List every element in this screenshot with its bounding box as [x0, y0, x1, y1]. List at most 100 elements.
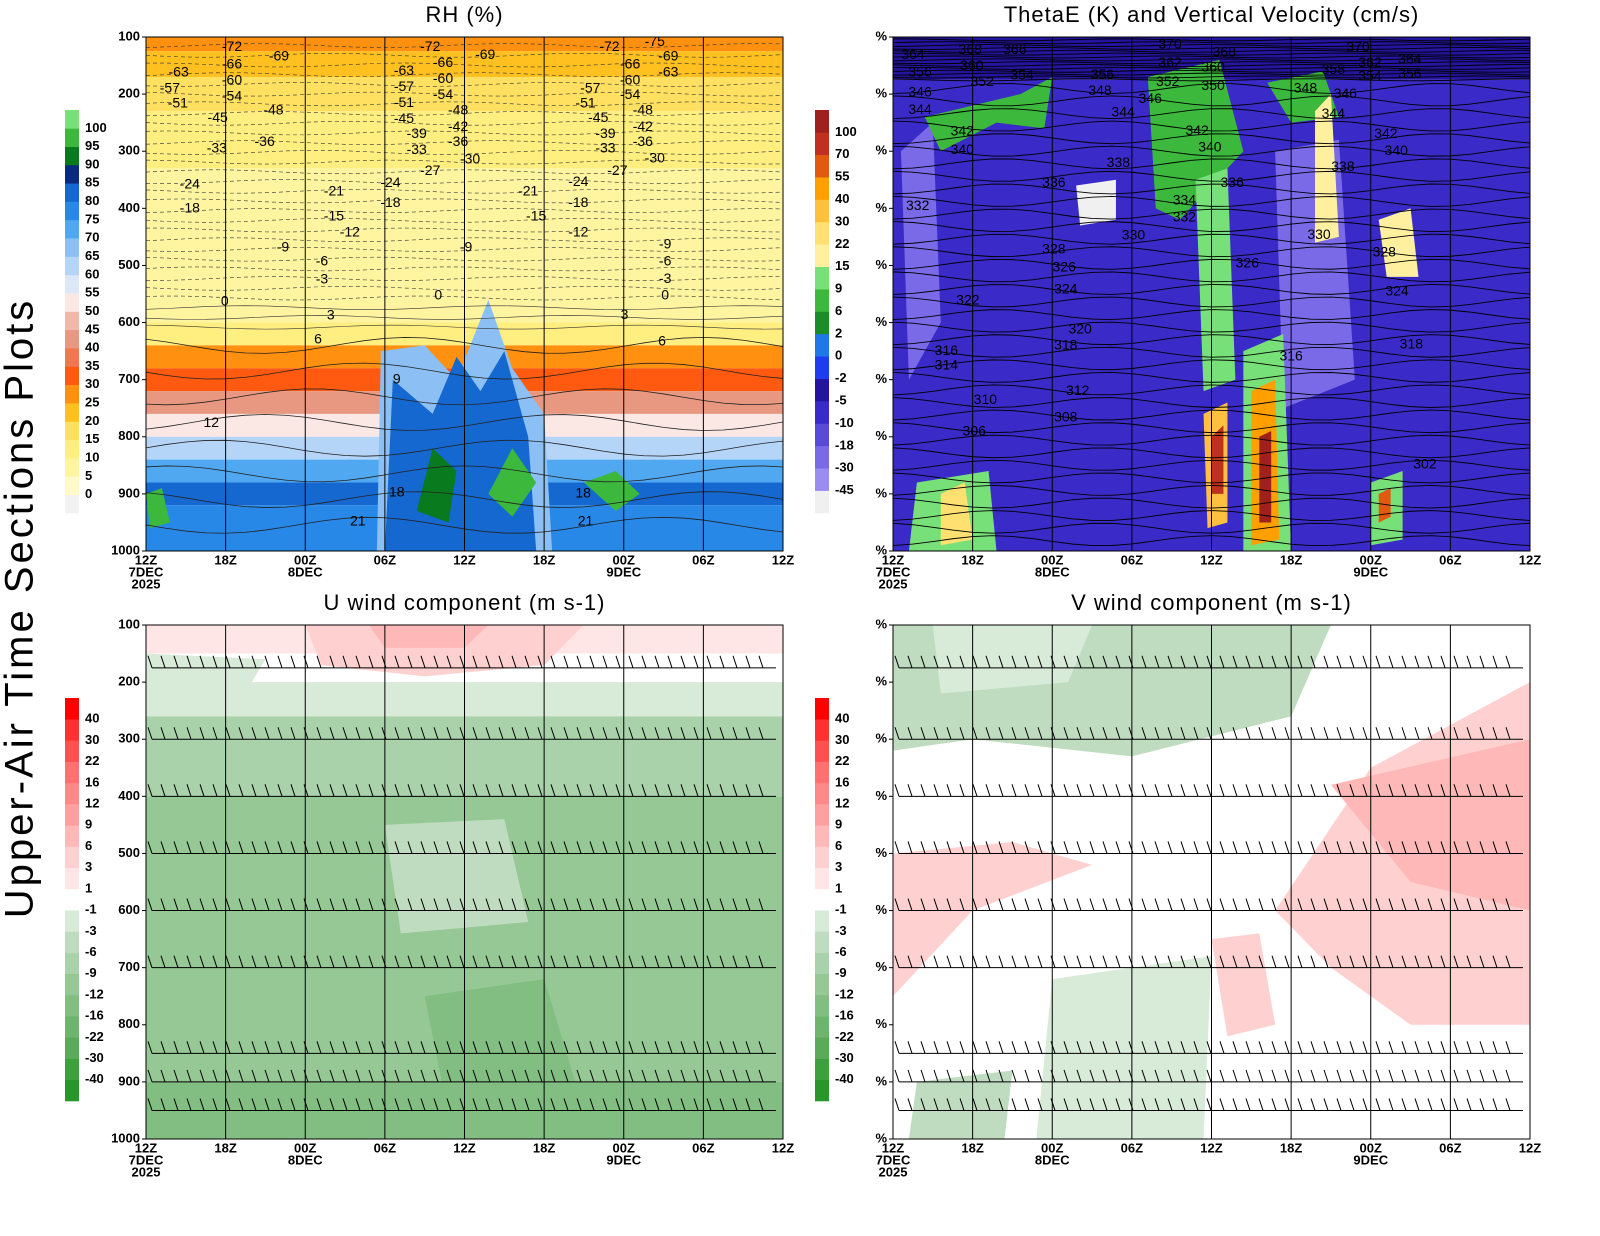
x-tick-label: 12Z [772, 552, 794, 567]
contour-label: -30 [460, 150, 480, 166]
contour-label: 350 [1201, 77, 1225, 93]
colorbar-box [65, 1079, 79, 1102]
contour-label: 354 [1010, 67, 1034, 83]
colorbar-label: 80 [85, 193, 99, 208]
y-tick-label: 400 [118, 788, 140, 803]
contour-label: 310 [974, 391, 998, 407]
y-tick-label: % [875, 1016, 887, 1031]
contour-label: -39 [595, 125, 615, 141]
colorbar-box [65, 1037, 79, 1059]
x-tick-label: 06Z [1439, 1140, 1461, 1155]
contour-label: 0 [661, 286, 669, 302]
field-patch [924, 76, 1053, 152]
panel-title: U wind component (m s-1) [324, 590, 606, 615]
colorbar-label: -16 [835, 1008, 854, 1023]
contour-label: 322 [956, 292, 980, 308]
colorbar-box [65, 146, 79, 166]
colorbar-label: 30 [85, 732, 99, 747]
contour-label: -48 [633, 101, 653, 117]
colorbar-box [815, 110, 829, 133]
colorbar-label: -40 [835, 1071, 854, 1086]
colorbar-box [65, 238, 79, 257]
x-tick-label: 18Z [1280, 552, 1302, 567]
contour-label: -51 [575, 95, 595, 111]
colorbar-box [65, 698, 79, 720]
y-tick-label: 1000 [111, 1130, 140, 1145]
x-tick-label: 00Z [1360, 552, 1382, 567]
y-tick-label: 200 [118, 86, 140, 101]
wind-barbs [147, 1041, 776, 1054]
contour-label: 302 [1413, 455, 1437, 471]
contour-label: -24 [568, 173, 588, 189]
x-tick-label: 18Z [961, 552, 983, 567]
colorbar-label: 45 [85, 321, 99, 336]
colorbar-label: 10 [85, 449, 99, 464]
colorbar-label: 5 [85, 468, 92, 483]
y-tick-label: 900 [118, 1073, 140, 1088]
y-tick-label: % [875, 257, 887, 272]
x-tick-label: 12Z [882, 1140, 904, 1155]
colorbar-label: 9 [85, 817, 92, 832]
y-tick-label: 500 [118, 257, 140, 272]
colorbar-box [815, 973, 829, 996]
colorbar-box [65, 219, 79, 239]
contour-label: 340 [1385, 142, 1409, 158]
colorbar-box [65, 274, 79, 294]
colorbar-label: -3 [835, 923, 847, 938]
field-patch [1330, 739, 1530, 911]
contour-label: 362 [1158, 54, 1182, 70]
contour-label: 326 [1236, 254, 1260, 270]
colorbar-label: 22 [835, 236, 849, 251]
colorbar-box [65, 846, 79, 868]
colorbar-box [815, 266, 829, 290]
colorbar-box [815, 132, 829, 156]
wind-barbs [894, 1041, 1523, 1054]
colorbar-label: -22 [85, 1029, 104, 1044]
colorbar-label: -30 [835, 1050, 854, 1065]
x-tick-label: 06Z [1439, 552, 1461, 567]
colorbar-label: -40 [85, 1071, 104, 1086]
contour-label: -42 [448, 118, 468, 134]
colorbar-label: -30 [85, 1050, 104, 1065]
contour-label: 360 [960, 57, 984, 73]
contour-label: -24 [180, 176, 200, 192]
colorbar-box [65, 888, 79, 911]
colorbar-box [815, 1058, 829, 1081]
y-tick-label: 1000 [111, 542, 140, 557]
colorbar-box [65, 825, 79, 847]
y-tick-label: % [875, 788, 887, 803]
contour-label: -12 [568, 224, 588, 240]
contour-label: -54 [222, 88, 242, 104]
colorbar-label: 0 [85, 486, 92, 501]
y-tick-label: % [875, 731, 887, 746]
x-tick-label: 18Z [533, 552, 555, 567]
contour-label: 360 [1201, 59, 1225, 75]
contour-label: 356 [1398, 65, 1422, 81]
colorbar-box [65, 740, 79, 762]
panel-title: V wind component (m s-1) [1071, 590, 1352, 615]
colorbar-box [65, 973, 79, 996]
colorbar-label: 6 [835, 303, 842, 318]
contour-label: 344 [1111, 104, 1135, 120]
contour-label: -75 [645, 33, 665, 49]
colorbar-label: -6 [835, 944, 847, 959]
colorbar-label: -16 [85, 1008, 104, 1023]
contour-label: 356 [908, 64, 932, 80]
contour-label: -36 [448, 133, 468, 149]
colorbar-box [815, 1079, 829, 1102]
contour-label: -42 [633, 118, 653, 134]
wind-barbs [147, 784, 776, 797]
contour-label: 352 [971, 73, 995, 89]
colorbar-label: 90 [85, 156, 99, 171]
contour-label: -51 [168, 95, 188, 111]
colorbar-label: 40 [85, 340, 99, 355]
colorbar-box [65, 293, 79, 312]
colorbar-box [65, 910, 79, 932]
colorbar-label: 60 [85, 266, 99, 281]
colorbar-label: 20 [85, 413, 99, 428]
year-label: 2025 [132, 576, 161, 591]
colorbar-box [815, 221, 829, 245]
contour-label: -3 [316, 270, 329, 286]
contour-label: -57 [394, 78, 414, 94]
y-tick-label: % [875, 86, 887, 101]
